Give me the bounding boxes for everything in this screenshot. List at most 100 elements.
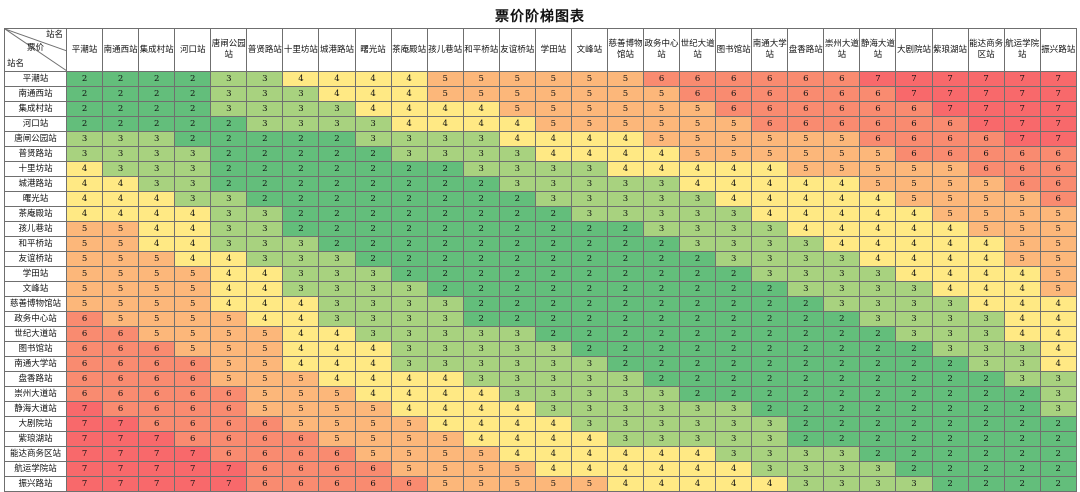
fare-cell: 3 — [931, 326, 969, 342]
fare-cell: 4 — [606, 146, 645, 162]
fare-cell: 2 — [895, 416, 933, 432]
fare-cell: 2 — [859, 326, 897, 342]
fare-cell: 5 — [65, 281, 104, 297]
fare-cell: 5 — [534, 116, 572, 132]
fare-cell: 2 — [426, 191, 464, 207]
table-row: 振兴路站 7 7 7 7 7 6 6 6 6 6 5 5 5 5 5 4 4 4 4 4 3 3 3 3 2 2 2 2 — [4, 476, 1077, 492]
fare-cell: 4 — [246, 266, 284, 282]
fare-cell: 2 — [895, 356, 933, 372]
fare-cell: 2 — [715, 326, 753, 342]
fare-cell: 3 — [210, 236, 248, 252]
fare-cell: 2 — [498, 296, 536, 312]
fare-cell: 2 — [715, 296, 753, 312]
fare-cell: 3 — [1003, 341, 1041, 357]
fare-cell: 2 — [967, 446, 1005, 462]
fare-cell: 3 — [462, 161, 500, 177]
fare-cell: 6 — [174, 416, 212, 432]
fare-cell: 7 — [210, 476, 248, 492]
fare-cell: 4 — [354, 386, 392, 402]
fare-cell: 2 — [426, 161, 464, 177]
fare-cell: 2 — [859, 386, 897, 402]
fare-cell: 3 — [859, 266, 897, 282]
fare-cell: 3 — [246, 101, 284, 117]
fare-cell: 3 — [823, 476, 861, 492]
fare-cell: 2 — [65, 86, 104, 102]
fare-cell: 2 — [390, 221, 428, 237]
fare-cell: 4 — [1003, 326, 1041, 342]
fare-cell: 4 — [390, 86, 428, 102]
fare-cell: 3 — [138, 176, 176, 192]
fare-cell: 4 — [282, 296, 320, 312]
fare-cell: 5 — [967, 191, 1005, 207]
fare-cell: 2 — [210, 176, 248, 192]
fare-cell: 4 — [570, 146, 608, 162]
fare-cell: 2 — [390, 266, 428, 282]
fare-cell: 6 — [102, 401, 140, 417]
fare-cell: 5 — [751, 131, 789, 147]
fare-cell: 4 — [534, 461, 572, 477]
fare-cell: 5 — [715, 146, 753, 162]
fare-cell: 2 — [1003, 461, 1041, 477]
fare-cell: 6 — [174, 356, 212, 372]
fare-cell: 2 — [462, 221, 500, 237]
fare-cell: 4 — [462, 416, 500, 432]
fare-cell: 3 — [462, 371, 500, 387]
fare-cell: 5 — [534, 101, 572, 117]
fare-cell: 5 — [967, 206, 1005, 222]
fare-cell: 6 — [246, 446, 284, 462]
fare-cell: 3 — [354, 131, 392, 147]
fare-cell: 7 — [895, 86, 933, 102]
fare-cell: 3 — [895, 311, 933, 327]
fare-cell: 5 — [570, 86, 608, 102]
fare-cell: 2 — [498, 266, 536, 282]
fare-cell: 5 — [462, 476, 500, 492]
fare-cell: 4 — [679, 461, 717, 477]
fare-cell: 5 — [606, 101, 645, 117]
fare-cell: 6 — [65, 311, 104, 327]
row-header-station: 文峰站 — [4, 281, 67, 297]
fare-cell: 3 — [318, 296, 356, 312]
fare-cell: 6 — [859, 131, 897, 147]
fare-cell: 4 — [65, 161, 104, 177]
fare-cell: 2 — [354, 236, 392, 252]
fare-cell: 6 — [751, 101, 789, 117]
column-header-station: 平潮站 — [65, 28, 104, 72]
fare-cell: 2 — [642, 311, 681, 327]
fare-cell: 5 — [246, 386, 284, 402]
fare-cell: 2 — [679, 266, 717, 282]
fare-cell: 2 — [715, 386, 753, 402]
fare-cell: 3 — [534, 176, 572, 192]
fare-cell: 3 — [102, 146, 140, 162]
fare-cell: 2 — [751, 401, 789, 417]
fare-cell: 3 — [823, 461, 861, 477]
fare-cell: 2 — [787, 341, 825, 357]
fare-cell: 5 — [570, 116, 608, 132]
fare-cell: 3 — [751, 221, 789, 237]
fare-cell: 3 — [426, 326, 464, 342]
fare-cell: 2 — [102, 116, 140, 132]
table-row: 曙光站 4 4 4 3 3 2 2 2 2 2 2 2 2 3 3 3 3 3 4 4 4 4 4 5 5 5 5 6 — [4, 191, 1077, 207]
fare-cell: 5 — [282, 401, 320, 417]
fare-cell: 4 — [246, 281, 284, 297]
fare-cell: 6 — [102, 326, 140, 342]
fare-cell: 3 — [462, 146, 500, 162]
fare-cell: 6 — [967, 161, 1005, 177]
fare-cell: 2 — [823, 311, 861, 327]
fare-cell: 2 — [931, 401, 969, 417]
fare-cell: 4 — [1039, 356, 1077, 372]
fare-cell: 3 — [859, 311, 897, 327]
fare-cell: 2 — [102, 86, 140, 102]
fare-cell: 2 — [534, 311, 572, 327]
fare-cell: 4 — [823, 176, 861, 192]
fare-cell: 2 — [282, 161, 320, 177]
fare-cell: 7 — [1039, 101, 1077, 117]
fare-cell: 2 — [642, 236, 681, 252]
fare-cell: 2 — [606, 341, 645, 357]
fare-cell: 6 — [967, 146, 1005, 162]
fare-cell: 5 — [859, 176, 897, 192]
column-header-station: 航运学院站 — [1003, 28, 1041, 72]
fare-cell: 2 — [354, 191, 392, 207]
fare-cell: 2 — [1039, 431, 1077, 447]
fare-cell: 6 — [102, 341, 140, 357]
fare-cell: 2 — [967, 431, 1005, 447]
